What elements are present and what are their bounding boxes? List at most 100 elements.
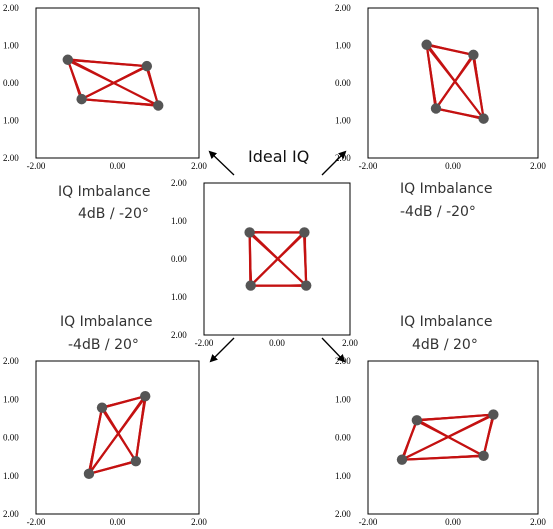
y-tick-label: 1.00 bbox=[335, 394, 351, 404]
trace-segment bbox=[402, 420, 418, 460]
x-tick-label: 2.00 bbox=[191, 161, 207, 171]
y-tick-label: 2.00 bbox=[335, 509, 351, 519]
trace-segment bbox=[135, 395, 145, 462]
arrow-to-top-right bbox=[321, 150, 347, 176]
trace-segment bbox=[89, 407, 104, 474]
panel-center: 2.00 1.00 0.00 1.00 2.00 -2.00 0.00 2.00 bbox=[171, 178, 358, 348]
constellation-point bbox=[488, 409, 499, 420]
trace-segment bbox=[145, 66, 159, 106]
y-tick-label: 1.00 bbox=[3, 41, 19, 51]
trace-segment bbox=[425, 43, 475, 55]
trace-segment bbox=[471, 55, 484, 119]
trace-segment bbox=[87, 406, 103, 474]
y-tick-label: 2.00 bbox=[171, 178, 187, 188]
y-tick-label: 2.00 bbox=[171, 330, 187, 340]
caption-line1: IQ Imbalance bbox=[60, 314, 152, 330]
panel-top-left: 2.00 1.00 0.00 1.00 2.00 -2.00 0.00 2.00 bbox=[3, 3, 207, 171]
constellation-point bbox=[421, 39, 432, 50]
y-tick-label: 1.00 bbox=[335, 41, 351, 51]
x-tick-label: 2.00 bbox=[530, 161, 546, 171]
constellation-point bbox=[140, 390, 151, 402]
constellation-point bbox=[301, 280, 312, 291]
trace-segment bbox=[81, 98, 158, 106]
trace-segment bbox=[81, 65, 147, 100]
trace-segment bbox=[415, 413, 495, 421]
trace-segment bbox=[66, 58, 160, 106]
trace-segment bbox=[66, 58, 148, 67]
constellation-point bbox=[76, 93, 87, 105]
y-tick-label: 2.00 bbox=[335, 3, 351, 13]
x-tick-label: -2.00 bbox=[359, 517, 378, 527]
trace-segment bbox=[415, 419, 485, 456]
caption-top-left: IQ Imbalance 4dB / -20° bbox=[58, 184, 150, 222]
plot-frame bbox=[367, 360, 539, 515]
constellation-point bbox=[396, 454, 408, 465]
trace-segment bbox=[89, 394, 147, 475]
x-tick-label: -2.00 bbox=[27, 161, 46, 171]
caption-line2: -4dB / -20° bbox=[400, 204, 476, 220]
caption-line1: IQ Imbalance bbox=[400, 181, 492, 197]
y-tick-label: 2.00 bbox=[3, 356, 19, 366]
caption-line1: IQ Imbalance bbox=[58, 184, 150, 200]
trace-segment bbox=[472, 53, 485, 119]
y-tick-label: 1.00 bbox=[171, 216, 187, 226]
trace-segment bbox=[435, 53, 474, 109]
caption-bottom-right: IQ Imbalance 4dB / 20° bbox=[400, 314, 492, 353]
x-tick-label: 2.00 bbox=[530, 517, 546, 527]
arrow-to-bottom-left bbox=[209, 337, 235, 363]
constellation-point bbox=[62, 54, 73, 65]
trace-segment bbox=[436, 53, 475, 110]
caption-line1: IQ Imbalance bbox=[400, 314, 492, 330]
x-tick-label: 0.00 bbox=[445, 161, 461, 171]
arrow-to-top-left bbox=[208, 150, 235, 176]
trace-segment bbox=[67, 58, 82, 99]
trace-segment bbox=[145, 65, 160, 106]
caption-bottom-left: IQ Imbalance -4dB / 20° bbox=[60, 314, 152, 353]
trace-segment bbox=[304, 230, 308, 287]
caption-line2: 4dB / -20° bbox=[78, 206, 149, 222]
x-tick-label: -2.00 bbox=[27, 517, 46, 527]
constellation-point bbox=[153, 100, 164, 111]
trace-segment bbox=[483, 413, 495, 457]
panel-top-right: 2.001.000.001.002.00-2.00 0.00 2.00 bbox=[335, 3, 546, 171]
panel-bottom-left: 2.00 1.00 0.00 1.00 2.00 -2.00 0.00 2.00 bbox=[3, 356, 207, 527]
trace-segment bbox=[88, 395, 145, 474]
plot-frame bbox=[35, 7, 200, 159]
y-tick-label: 1.00 bbox=[3, 471, 19, 481]
y-tick-label: 1.00 bbox=[335, 116, 351, 126]
x-tick-label: -2.00 bbox=[359, 161, 378, 171]
trace-segment bbox=[401, 413, 494, 460]
trace-segment bbox=[400, 419, 418, 460]
y-tick-label: 0.00 bbox=[3, 433, 19, 443]
trace-segment bbox=[401, 454, 484, 460]
y-tick-label: 2.00 bbox=[3, 153, 19, 163]
arrow-to-bottom-right bbox=[321, 337, 346, 363]
y-tick-label: 1.00 bbox=[171, 292, 187, 302]
y-tick-label: 1.00 bbox=[3, 394, 19, 404]
y-tick-label: 0.00 bbox=[3, 78, 19, 88]
constellation-point bbox=[141, 60, 153, 72]
y-tick-label: 0.00 bbox=[335, 78, 351, 88]
plot-frame bbox=[35, 360, 200, 515]
constellation-point bbox=[411, 415, 423, 426]
x-tick-label: -2.00 bbox=[195, 338, 214, 348]
constellation-point bbox=[478, 450, 489, 462]
constellation-point bbox=[83, 468, 95, 480]
x-tick-label: 0.00 bbox=[110, 517, 126, 527]
x-tick-label: 0.00 bbox=[269, 338, 285, 348]
trace-segment bbox=[66, 58, 82, 101]
trace-segment bbox=[88, 460, 136, 474]
constellation-point bbox=[130, 456, 142, 467]
y-tick-label: 1.00 bbox=[335, 471, 351, 481]
trace-segment bbox=[435, 107, 484, 119]
constellation-point bbox=[96, 402, 108, 413]
trace-segment bbox=[249, 232, 252, 285]
constellation-point bbox=[244, 227, 255, 238]
caption-top-right: IQ Imbalance -4dB / -20° bbox=[400, 181, 492, 220]
trace-segment bbox=[250, 230, 306, 287]
y-tick-label: 2.00 bbox=[3, 3, 19, 13]
center-title: Ideal IQ bbox=[248, 147, 309, 166]
trace-segment bbox=[100, 395, 147, 408]
y-tick-label: 1.00 bbox=[3, 116, 19, 126]
